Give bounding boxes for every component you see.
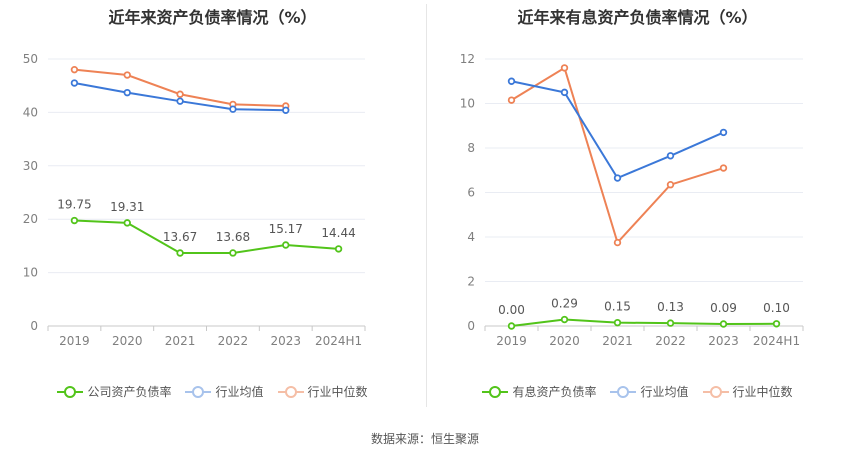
data-point[interactable] xyxy=(282,106,290,114)
data-point[interactable] xyxy=(282,241,290,249)
data-label: 19.31 xyxy=(110,200,144,214)
legend-item-industry-mean[interactable]: 行业均值 xyxy=(610,383,689,400)
legend-label: 行业均值 xyxy=(640,385,689,399)
data-point[interactable] xyxy=(772,320,781,328)
series-line-0 xyxy=(511,318,777,327)
data-point[interactable] xyxy=(176,97,184,105)
data-point[interactable] xyxy=(70,216,79,225)
x-tick-label: 2022 xyxy=(218,334,249,348)
y-tick-label: 12 xyxy=(460,52,475,66)
chart-title: 近年来有息资产负债率情况（%） xyxy=(517,8,758,27)
data-point[interactable] xyxy=(719,164,728,172)
data-label: 0.09 xyxy=(710,301,737,315)
y-tick-label: 50 xyxy=(23,52,38,66)
y-tick-label: 4 xyxy=(467,230,475,244)
data-point[interactable] xyxy=(229,105,237,113)
data-point[interactable] xyxy=(507,77,516,85)
data-point[interactable] xyxy=(560,315,569,324)
x-tick-label: 2024H1 xyxy=(315,334,362,348)
data-point[interactable] xyxy=(176,249,184,257)
chart-legend: 公司资产负债率 行业均值 行业中位数 xyxy=(0,383,425,400)
data-point[interactable] xyxy=(666,181,675,189)
debt-ratio-chart: 0 10 20 30 40 50 2019 2020 2021 2022 2023 2024H1 19.… xyxy=(23,52,366,348)
data-point[interactable] xyxy=(719,320,728,328)
y-tick-label: 8 xyxy=(467,141,475,155)
data-label: 14.44 xyxy=(321,226,355,240)
data-label: 13.68 xyxy=(216,230,250,244)
chart-panel-interest-debt-ratio: 近年来有息资产负债率情况（%） 0 2 4 6 8 10 12 2019 2020 2021 202… xyxy=(425,0,850,415)
y-tick-label: 6 xyxy=(467,186,475,200)
data-label: 0.10 xyxy=(763,301,790,315)
legend-swatch-icon xyxy=(57,385,84,399)
x-tick-label: 2024H1 xyxy=(753,334,800,348)
y-tick-label: 0 xyxy=(30,319,38,333)
data-point[interactable] xyxy=(123,219,131,227)
legend-item-industry-mean[interactable]: 行业均值 xyxy=(185,383,264,400)
data-point[interactable] xyxy=(507,96,516,104)
y-tick-label: 10 xyxy=(23,266,38,280)
legend-swatch-icon xyxy=(610,385,637,399)
legend-swatch-icon xyxy=(702,385,729,399)
x-tick-label: 2021 xyxy=(165,334,196,348)
x-tick-label: 2021 xyxy=(602,334,633,348)
legend-item-company[interactable]: 有息资产负债率 xyxy=(482,383,596,400)
x-tick-label: 2023 xyxy=(270,334,301,348)
legend-swatch-icon xyxy=(277,385,304,399)
data-point[interactable] xyxy=(334,245,343,253)
data-point[interactable] xyxy=(229,249,237,257)
data-point[interactable] xyxy=(666,319,675,327)
y-tick-label: 40 xyxy=(23,105,38,119)
y-tick-label: 20 xyxy=(23,212,38,226)
data-point[interactable] xyxy=(123,71,131,79)
legend-label: 有息资产负债率 xyxy=(512,385,597,399)
chart-panel-debt-ratio: 近年来资产负债率情况（%） 0 10 20 30 40 50 2019 2020 2021 202… xyxy=(0,0,425,415)
data-label: 13.67 xyxy=(163,230,197,244)
data-point[interactable] xyxy=(560,88,569,97)
series-line-1 xyxy=(511,80,724,180)
data-point[interactable] xyxy=(507,322,516,330)
data-label: 0.29 xyxy=(551,297,578,311)
y-tick-label: 0 xyxy=(467,319,475,333)
data-point[interactable] xyxy=(70,79,79,87)
series-line-2 xyxy=(510,66,724,245)
data-point[interactable] xyxy=(123,88,131,97)
data-label: 19.75 xyxy=(57,198,91,212)
series-line-0 xyxy=(74,219,339,255)
x-tick-label: 2020 xyxy=(112,334,143,348)
data-point[interactable] xyxy=(613,174,622,182)
data-label: 0.00 xyxy=(498,303,525,317)
data-point[interactable] xyxy=(560,64,569,72)
chart-title: 近年来资产负债率情况（%） xyxy=(108,8,317,27)
legend-swatch-icon xyxy=(482,385,509,399)
legend-label: 公司资产负债率 xyxy=(87,385,172,399)
data-label: 0.15 xyxy=(604,300,631,314)
y-tick-label: 30 xyxy=(23,159,38,173)
data-label: 0.13 xyxy=(657,300,684,314)
data-point[interactable] xyxy=(176,90,184,98)
x-tick-label: 2022 xyxy=(655,334,686,348)
data-point[interactable] xyxy=(70,65,79,74)
data-point[interactable] xyxy=(613,238,622,247)
data-point[interactable] xyxy=(613,318,622,327)
data-source-note: 数据来源：恒生聚源 xyxy=(370,432,479,446)
x-tick-label: 2020 xyxy=(549,334,580,348)
legend-label: 行业中位数 xyxy=(732,385,793,399)
panel-divider xyxy=(426,4,427,407)
y-tick-label: 2 xyxy=(467,275,475,289)
data-point[interactable] xyxy=(719,128,728,137)
legend-item-industry-median[interactable]: 行业中位数 xyxy=(277,383,368,400)
legend-item-industry-median[interactable]: 行业中位数 xyxy=(702,383,793,400)
chart-legend: 有息资产负债率 行业均值 行业中位数 xyxy=(425,383,850,400)
data-point[interactable] xyxy=(666,152,675,160)
data-label: 15.17 xyxy=(269,222,303,236)
legend-label: 行业均值 xyxy=(215,385,264,399)
legend-label: 行业中位数 xyxy=(307,385,368,399)
legend-swatch-icon xyxy=(185,385,212,399)
legend-item-company[interactable]: 公司资产负债率 xyxy=(57,383,171,400)
y-tick-label: 10 xyxy=(460,97,475,111)
x-tick-label: 2019 xyxy=(496,334,527,348)
x-tick-label: 2019 xyxy=(59,334,90,348)
interest-debt-ratio-chart: 0 2 4 6 8 10 12 2019 2020 2021 2022 2023 2024H1 0.00 0… xyxy=(460,52,804,348)
x-tick-label: 2023 xyxy=(708,334,739,348)
